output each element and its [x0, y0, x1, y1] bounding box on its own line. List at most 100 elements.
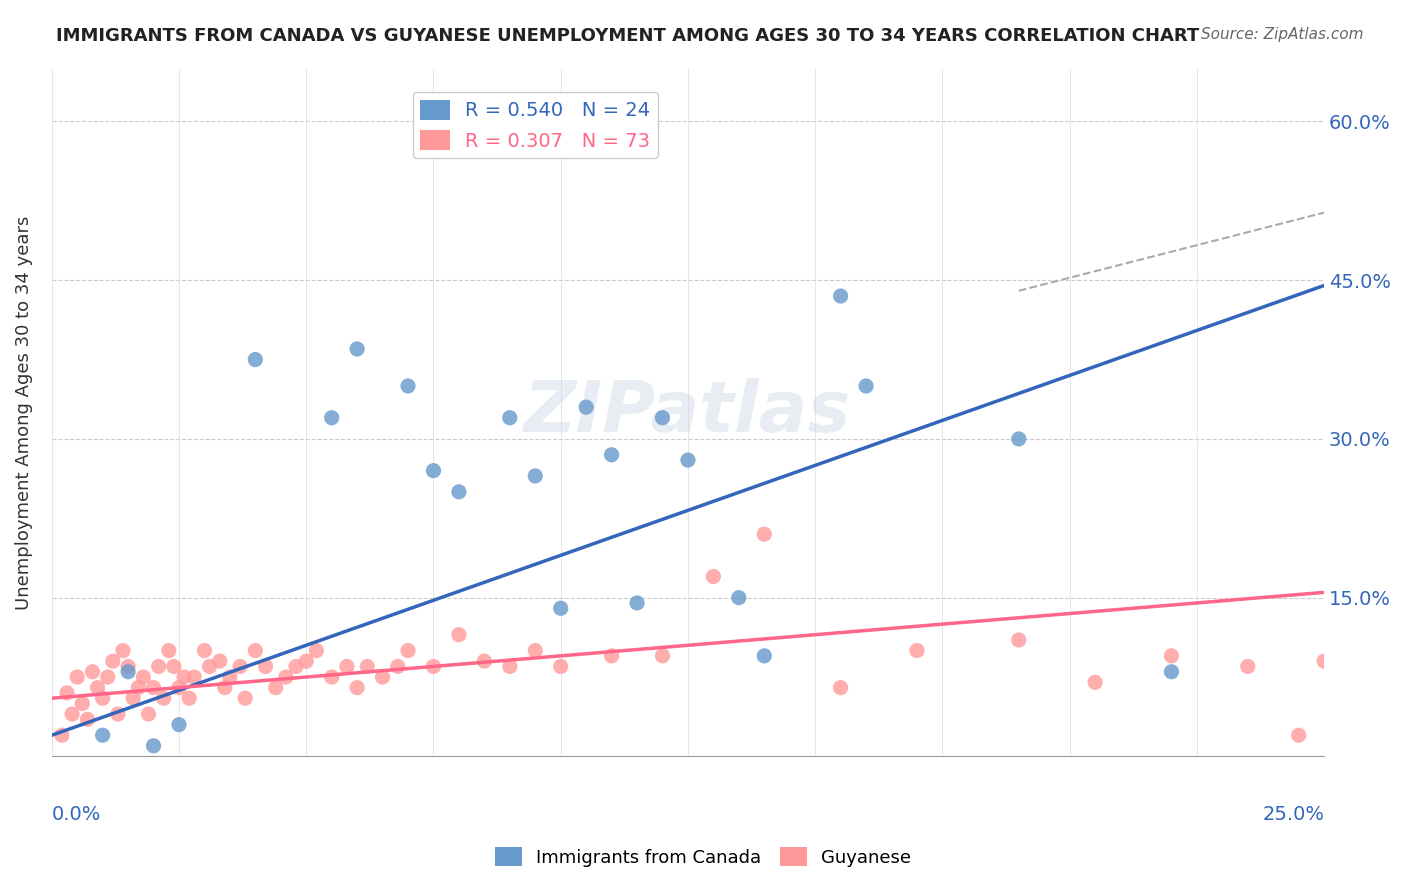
Point	[305, 643, 328, 657]
Point	[245, 352, 267, 367]
Point	[148, 659, 170, 673]
Text: 25.0%: 25.0%	[1263, 805, 1324, 823]
Point	[321, 670, 343, 684]
Point	[396, 379, 419, 393]
Point	[727, 591, 749, 605]
Point	[626, 596, 648, 610]
Point	[285, 659, 308, 673]
Point	[152, 691, 174, 706]
Point	[214, 681, 236, 695]
Point	[167, 681, 190, 695]
Point	[336, 659, 359, 673]
Y-axis label: Unemployment Among Ages 30 to 34 years: Unemployment Among Ages 30 to 34 years	[15, 215, 32, 609]
Point	[371, 670, 394, 684]
Point	[229, 659, 252, 673]
Legend: Immigrants from Canada, Guyanese: Immigrants from Canada, Guyanese	[488, 840, 918, 874]
Point	[754, 527, 776, 541]
Point	[208, 654, 231, 668]
Text: 0.0%: 0.0%	[52, 805, 101, 823]
Point	[142, 681, 165, 695]
Point	[76, 712, 98, 726]
Point	[575, 400, 598, 414]
Point	[1084, 675, 1107, 690]
Point	[193, 643, 215, 657]
Point	[198, 659, 221, 673]
Point	[117, 665, 139, 679]
Point	[295, 654, 318, 668]
Point	[91, 691, 114, 706]
Point	[97, 670, 120, 684]
Point	[60, 707, 83, 722]
Point	[651, 410, 673, 425]
Point	[132, 670, 155, 684]
Point	[127, 681, 149, 695]
Point	[138, 707, 160, 722]
Point	[233, 691, 256, 706]
Point	[321, 410, 343, 425]
Point	[387, 659, 409, 673]
Point	[422, 464, 444, 478]
Point	[346, 681, 368, 695]
Point	[111, 643, 134, 657]
Point	[905, 643, 928, 657]
Point	[254, 659, 277, 673]
Point	[447, 628, 470, 642]
Point	[346, 342, 368, 356]
Point	[264, 681, 287, 695]
Point	[1160, 648, 1182, 663]
Point	[499, 410, 522, 425]
Point	[550, 659, 572, 673]
Point	[51, 728, 73, 742]
Point	[219, 670, 242, 684]
Text: IMMIGRANTS FROM CANADA VS GUYANESE UNEMPLOYMENT AMONG AGES 30 TO 34 YEARS CORREL: IMMIGRANTS FROM CANADA VS GUYANESE UNEMP…	[56, 27, 1199, 45]
Point	[600, 448, 623, 462]
Point	[274, 670, 297, 684]
Point	[855, 379, 877, 393]
Point	[72, 697, 94, 711]
Point	[550, 601, 572, 615]
Point	[499, 659, 522, 673]
Point	[91, 728, 114, 742]
Point	[600, 648, 623, 663]
Point	[245, 643, 267, 657]
Point	[173, 670, 195, 684]
Point	[66, 670, 89, 684]
Point	[754, 648, 776, 663]
Text: Source: ZipAtlas.com: Source: ZipAtlas.com	[1201, 27, 1364, 42]
Point	[163, 659, 186, 673]
Point	[524, 643, 547, 657]
Point	[1236, 659, 1258, 673]
Point	[56, 686, 79, 700]
Point	[1008, 632, 1031, 647]
Point	[167, 717, 190, 731]
Point	[1008, 432, 1031, 446]
Point	[86, 681, 108, 695]
Point	[1313, 654, 1336, 668]
Point	[702, 569, 724, 583]
Point	[830, 681, 852, 695]
Legend: R = 0.540   N = 24, R = 0.307   N = 73: R = 0.540 N = 24, R = 0.307 N = 73	[412, 92, 658, 159]
Point	[82, 665, 104, 679]
Point	[396, 643, 419, 657]
Point	[1288, 728, 1310, 742]
Point	[107, 707, 129, 722]
Point	[472, 654, 495, 668]
Point	[1364, 643, 1386, 657]
Point	[422, 659, 444, 673]
Point	[1160, 665, 1182, 679]
Point	[830, 289, 852, 303]
Text: ZIPatlas: ZIPatlas	[524, 378, 852, 447]
Point	[122, 691, 145, 706]
Point	[447, 484, 470, 499]
Point	[179, 691, 201, 706]
Point	[157, 643, 180, 657]
Point	[1339, 707, 1361, 722]
Point	[117, 659, 139, 673]
Point	[142, 739, 165, 753]
Point	[524, 469, 547, 483]
Point	[101, 654, 124, 668]
Point	[183, 670, 205, 684]
Point	[356, 659, 378, 673]
Point	[676, 453, 699, 467]
Point	[651, 648, 673, 663]
